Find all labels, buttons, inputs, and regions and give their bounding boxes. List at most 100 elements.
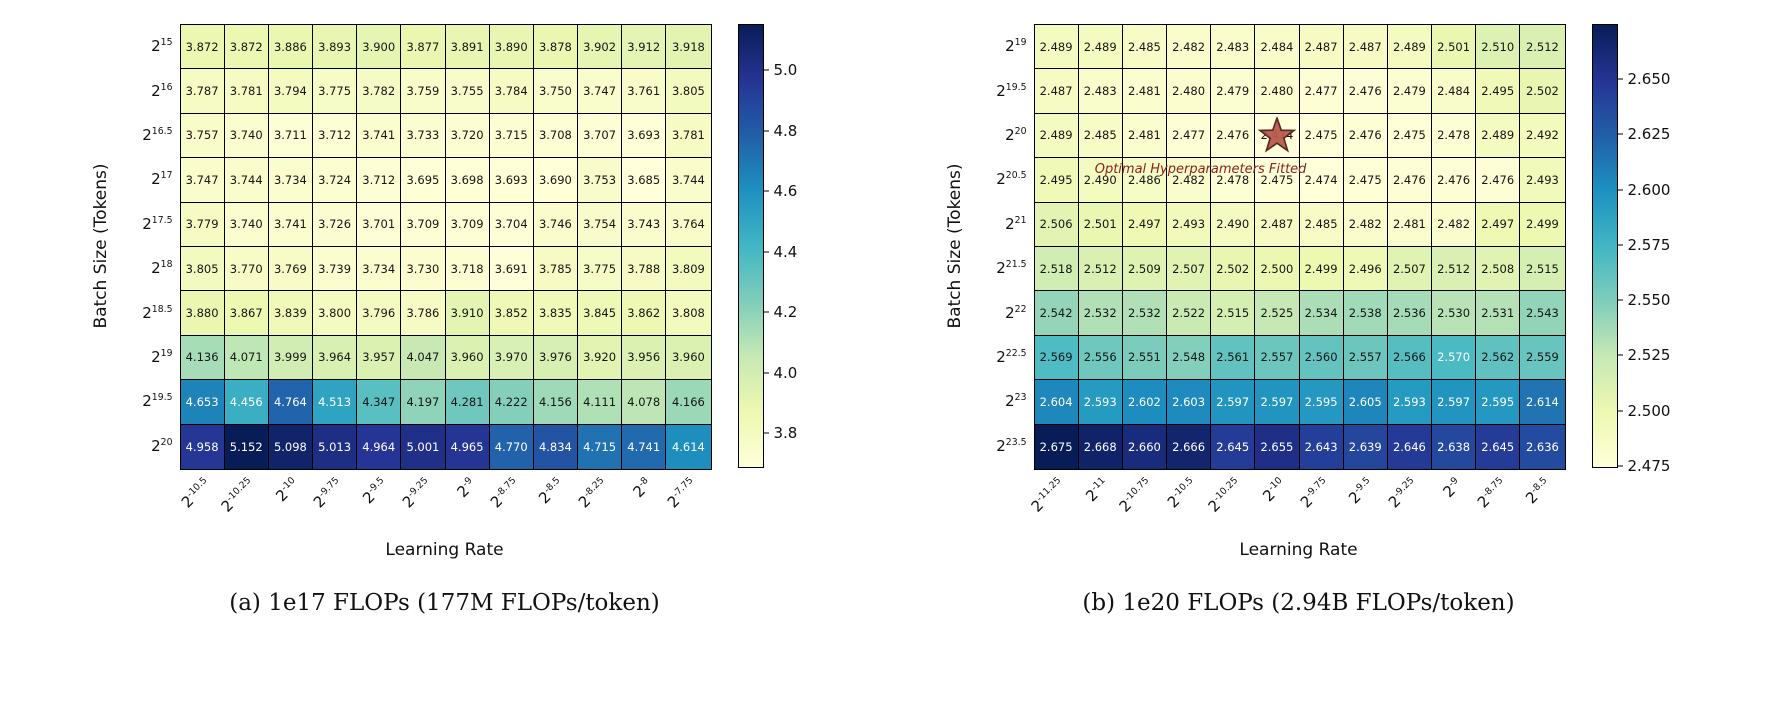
heatmap-cell: 2.597 [1432,380,1477,425]
heatmap-cell: 2.501 [1078,202,1123,247]
heatmap-cell: 3.695 [401,158,446,203]
heatmap-cell: 3.796 [357,291,402,336]
heatmap-cell: 3.800 [313,291,358,336]
heatmap-cell: 2.507 [1167,247,1212,292]
heatmap-cell: 2.486 [1122,158,1167,203]
heatmap-cell: 3.757 [180,113,225,159]
heatmap-cell: 3.701 [357,202,402,247]
colorbar-tick-label: 5.0 [773,61,798,80]
colorbar-tick-label: 4.0 [773,363,798,382]
heatmap-cell: 2.476 [1211,113,1256,159]
heatmap-cell: 3.976 [533,335,578,381]
colorbar-tick-mark [763,432,769,434]
heatmap-cell: 2.614 [1520,380,1565,425]
colorbar-tick-label: 4.8 [773,121,798,140]
heatmap-cell: 2.593 [1387,380,1432,425]
colorbar-tick-label: 2.525 [1627,346,1671,365]
colorbar-tick-mark [763,130,769,132]
heatmap-cell: 3.755 [445,69,490,114]
x-axis-label: Learning Rate [385,540,504,560]
heatmap-cell: 3.867 [224,291,269,336]
heatmap-cell: 2.487 [1034,69,1079,114]
y-tick-label: 222.5 [996,348,1027,366]
heatmap-cell: 3.970 [489,335,534,381]
heatmap-cell: 2.636 [1520,424,1565,469]
heatmap-cell: 3.782 [357,69,402,114]
heatmap-cell: 2.495 [1034,158,1079,203]
x-tick-label: 2-10 [272,475,298,506]
heatmap-cell: 2.489 [1387,25,1432,70]
heatmap-cell: 2.481 [1387,202,1432,247]
heatmap-cell: 4.071 [224,335,269,381]
heatmap-cell: 2.482 [1167,158,1212,203]
heatmap-cell: 3.781 [224,69,269,114]
heatmap-cell: 2.530 [1432,291,1477,336]
heatmap-cell: 2.569 [1034,335,1079,381]
y-axis-label: Batch Size (Tokens) [944,163,965,329]
y-axis-ticks: 219 219.5 220 220.5 221 221.5 222 222.5 223 223.5 [970,24,1034,468]
colorbar-tick-mark [1617,465,1623,467]
heatmap-cell: 2.484 [1432,69,1477,114]
panel-b: Batch Size (Tokens) 219 219.5 220 220.5 221 2… [940,24,1690,616]
heatmap-cell: 2.475 [1387,113,1432,159]
heatmap-cell: 2.483 [1078,69,1123,114]
x-tick-label: 2-10.5 [177,475,210,512]
heatmap-cell: 4.834 [533,424,578,469]
heatmap-cell: 3.711 [268,113,313,159]
heatmap-cell: 4.614 [666,424,711,469]
heatmap-cell: 5.152 [224,424,269,469]
heatmap-cell: 3.891 [445,25,490,70]
plot-b: Batch Size (Tokens) 219 219.5 220 220.5 221 2… [940,24,1690,616]
heatmap-cell: 2.481 [1122,113,1167,159]
heatmap-cell: 2.510 [1476,25,1521,70]
heatmap-cell: 2.501 [1432,25,1477,70]
colorbar-tick-mark [1617,354,1623,356]
heatmap-cell: 2.532 [1122,291,1167,336]
heatmap-cell: 2.532 [1078,291,1123,336]
colorbar-tick-mark [1617,189,1623,191]
heatmap-cell: 4.197 [401,380,446,425]
heatmap-cell: 2.477 [1167,113,1212,159]
heatmap-cell: 2.515 [1520,247,1565,292]
heatmap-cell: 2.499 [1520,202,1565,247]
heatmap-cell: 3.690 [533,158,578,203]
heatmap-cell: 4.965 [445,424,490,469]
y-tick-label: 222 [1005,303,1027,322]
heatmap-cell: 3.775 [578,247,623,292]
heatmap-cell: 3.902 [578,25,623,70]
heatmap-cell: 4.281 [445,380,490,425]
colorbar-tick-label: 4.2 [773,303,798,322]
heatmap-cell: 3.775 [313,69,358,114]
heatmap-cell: 3.726 [313,202,358,247]
heatmap-cell: 3.712 [357,158,402,203]
heatmap-cell: 3.741 [357,113,402,159]
y-tick-label: 219.5 [142,392,173,411]
heatmap-cell: 3.739 [313,247,358,292]
x-tick-label: 2-11.25 [1027,475,1064,516]
heatmap-cell: 4.770 [489,424,534,469]
x-tick-label: 2-9.5 [1345,475,1373,508]
colorbar-tick-mark [763,311,769,313]
heatmap-cell: 2.660 [1122,424,1167,469]
colorbar-tick-mark [1617,299,1623,301]
y-tick-label: 221.5 [996,259,1027,278]
x-axis-ticks: 2-10.5 2-10.25 2-10 2-9.75 2-9.5 2-9.25 2-9 2-8… [177,470,710,540]
heatmap-cell: 3.960 [445,335,490,381]
heatmap-cell: 2.605 [1343,380,1388,425]
heatmap-cell: 3.781 [666,113,711,159]
x-tick-label: 2-8.75 [1473,475,1506,512]
heatmap-cell: 2.512 [1432,247,1477,292]
heatmap-cell: 2.475 [1299,113,1344,159]
colorbar: 2.475 2.500 2.525 2.550 2.575 2.600 2.625 2.650 [1591,24,1690,475]
heatmap-cell: 2.489 [1034,113,1079,159]
heatmap-cell: 2.495 [1476,69,1521,114]
heatmap-cell: 2.506 [1034,202,1079,247]
heatmap-cell: 2.566 [1387,335,1432,381]
heatmap-cell: 2.557 [1343,335,1388,381]
heatmap-grid: 3.872 3.872 3.886 3.893 3.900 3.877 3.891 3.890… [179,24,712,470]
heatmap-cell: 3.872 [180,25,225,70]
heatmap-cell: 3.740 [224,113,269,159]
heatmap-cell: 2.525 [1255,291,1300,336]
heatmap-cell: 2.645 [1476,424,1521,469]
heatmap-cell: 2.487 [1343,25,1388,70]
